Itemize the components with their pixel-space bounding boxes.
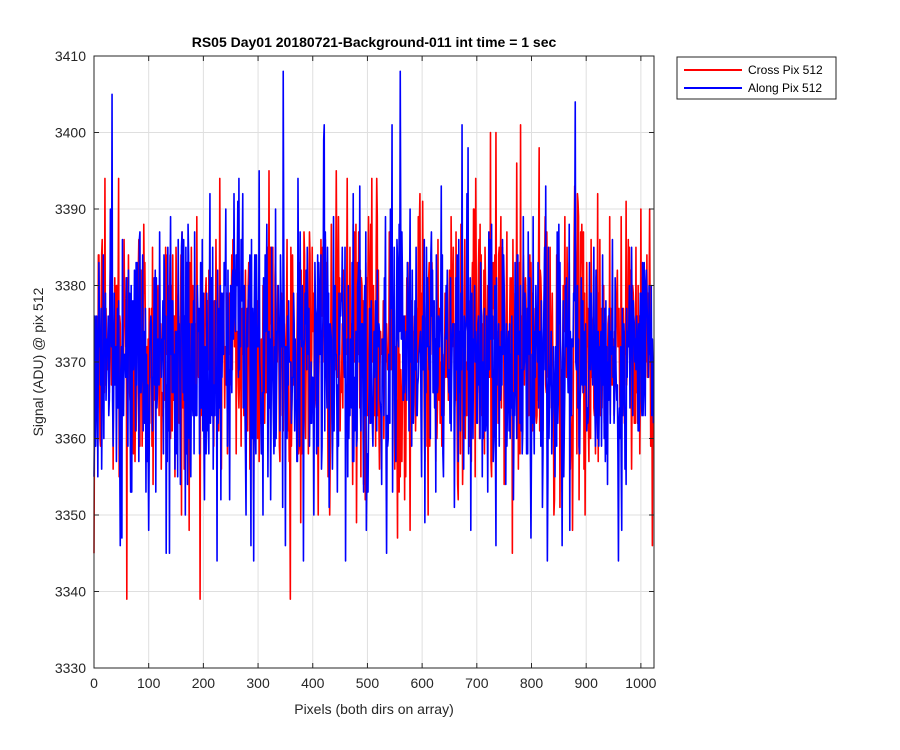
series-line-along — [93, 70, 655, 562]
x-tick-label: 700 — [465, 675, 489, 691]
x-tick-label: 300 — [246, 675, 270, 691]
y-tick-label: 3400 — [55, 125, 86, 141]
y-tick-label: 3410 — [55, 48, 86, 64]
plot-series — [93, 70, 655, 600]
x-axis-label: Pixels (both dirs on array) — [294, 701, 454, 717]
y-tick-label: 3390 — [55, 201, 86, 217]
y-tick-label: 3350 — [55, 507, 86, 523]
legend-label-along: Along Pix 512 — [748, 81, 822, 95]
x-tick-label: 900 — [575, 675, 599, 691]
y-tick-label: 3340 — [55, 584, 86, 600]
y-tick-label: 3370 — [55, 354, 86, 370]
x-tick-label: 600 — [410, 675, 434, 691]
x-tick-label: 800 — [520, 675, 544, 691]
x-tick-label: 500 — [356, 675, 380, 691]
legend-box — [676, 56, 837, 100]
y-tick-label: 3330 — [55, 660, 86, 676]
y-axis-label: Signal (ADU) @ pix 512 — [30, 287, 46, 436]
ticks: 0 100 200 300 400 500 600 700 800 900 1000 3330 3340… — [55, 48, 657, 691]
x-tick-label: 1000 — [625, 675, 656, 691]
x-tick-label: 200 — [192, 675, 216, 691]
y-tick-label: 3360 — [55, 431, 86, 447]
chart-title: RS05 Day01 20180721-Background-011 int t… — [192, 34, 557, 50]
x-tick-label: 400 — [301, 675, 325, 691]
y-tick-label: 3380 — [55, 278, 86, 294]
x-tick-label: 100 — [137, 675, 161, 691]
x-tick-label: 0 — [90, 675, 98, 691]
legend-label-cross: Cross Pix 512 — [748, 63, 823, 77]
legend: Cross Pix 512 Along Pix 512 — [676, 56, 837, 100]
